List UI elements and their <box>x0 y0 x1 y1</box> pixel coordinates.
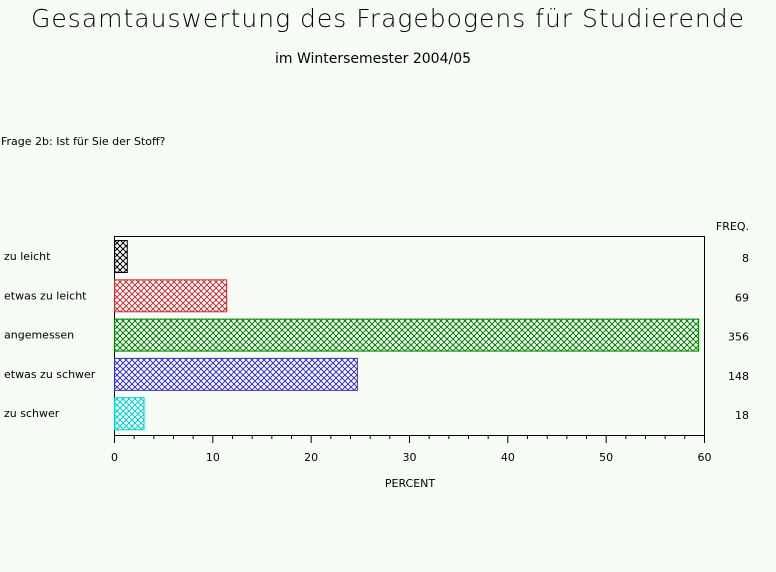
bar-3 <box>114 357 358 391</box>
freq-label: 8 <box>742 252 749 265</box>
freq-label: 18 <box>735 409 749 422</box>
category-label: zu schwer <box>4 407 60 420</box>
category-label: etwas zu schwer <box>4 368 96 381</box>
x-tick-label: 0 <box>111 451 118 464</box>
freq-header: FREQ. <box>716 220 749 233</box>
freq-label: 148 <box>728 370 749 383</box>
freq-label: 356 <box>728 331 749 344</box>
question-label: Frage 2b: Ist für Sie der Stoff? <box>1 135 166 148</box>
bar-1 <box>114 279 228 313</box>
x-tick-label: 50 <box>599 451 613 464</box>
x-axis-label: PERCENT <box>385 477 436 490</box>
category-label: etwas zu leicht <box>4 289 87 302</box>
x-tick-label: 30 <box>403 451 417 464</box>
bar-4 <box>114 397 145 431</box>
chart-title: Gesamtauswertung des Fragebogens für Stu… <box>31 4 745 33</box>
category-label: zu leicht <box>4 250 51 263</box>
x-tick-label: 60 <box>698 451 712 464</box>
freq-label: 69 <box>735 291 749 304</box>
x-tick-label: 10 <box>206 451 220 464</box>
x-tick-label: 40 <box>501 451 515 464</box>
chart-subtitle: im Wintersemester 2004/05 <box>274 51 472 67</box>
x-tick-label: 20 <box>304 451 318 464</box>
bar-0 <box>114 240 128 273</box>
bar-2 <box>114 318 700 352</box>
category-label: angemessen <box>4 329 74 342</box>
